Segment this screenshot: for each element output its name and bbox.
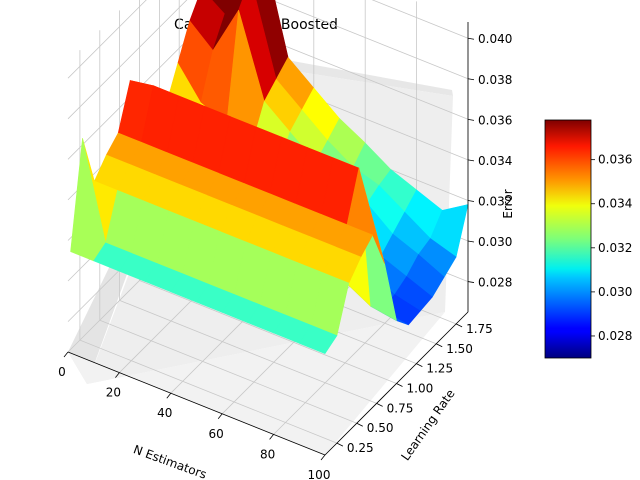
grid-line-z xyxy=(67,0,469,120)
surface xyxy=(70,0,469,354)
z-tick-label: 0.040 xyxy=(478,32,512,46)
colorbar-tick-label: 0.034 xyxy=(598,197,632,211)
surface-patch xyxy=(298,324,338,354)
z-axis-label: Error xyxy=(501,189,515,218)
colorbar xyxy=(544,119,592,359)
z-tick-label: 0.028 xyxy=(478,276,512,290)
x-tick-label: 0 xyxy=(58,365,66,379)
colorbar-tick-label: 0.028 xyxy=(598,329,632,343)
colorbar-tick-label: 0.036 xyxy=(598,153,632,167)
y-axis-label: Learning Rate xyxy=(398,387,457,463)
x-tick-label: 60 xyxy=(209,427,224,441)
z-tick xyxy=(467,240,475,243)
y-tick xyxy=(436,343,443,348)
x-tick xyxy=(115,372,120,378)
y-tick xyxy=(416,363,423,367)
x-axis-label: N Estimators xyxy=(131,442,208,480)
y-tick xyxy=(376,403,383,407)
y-tick-label: 0.25 xyxy=(347,441,374,455)
x-tick-label: 40 xyxy=(157,406,172,420)
z-tick-label: 0.030 xyxy=(478,235,512,249)
x-tick-label: 100 xyxy=(308,468,331,480)
y-tick xyxy=(356,422,363,427)
y-tick xyxy=(455,323,463,328)
x-tick-label: 20 xyxy=(106,386,121,400)
y-tick-label: 1.50 xyxy=(446,342,473,356)
grid-line-z xyxy=(67,0,469,79)
x-axis-line xyxy=(67,351,326,456)
y-tick xyxy=(336,442,344,447)
colorbar-tick-label: 0.032 xyxy=(598,241,632,255)
floor-pane xyxy=(68,312,445,455)
x-tick xyxy=(217,413,223,420)
axes: 0 20 40 60 80 100 0.25 0.50 0.75 1.00 1.25 1.50 1.75… xyxy=(58,22,512,480)
x-tick-label: 80 xyxy=(260,447,275,461)
x-tick xyxy=(269,434,274,440)
grid-line-y xyxy=(79,50,338,444)
z-tick-label: 0.034 xyxy=(478,154,512,168)
z-tick-label: 0.038 xyxy=(478,73,512,87)
z-tick xyxy=(467,200,475,202)
y-tick-label: 0.50 xyxy=(367,421,394,435)
z-tick xyxy=(467,78,475,81)
grid-line-y xyxy=(99,30,357,424)
x-tick xyxy=(166,392,172,399)
colorbar-tick-label: 0.030 xyxy=(598,285,632,299)
y-tick-label: 0.75 xyxy=(387,401,414,415)
z-tick xyxy=(467,37,475,40)
z-tick xyxy=(467,159,475,162)
y-tick-label: 1.75 xyxy=(466,322,493,336)
z-tick xyxy=(467,281,475,283)
x-tick xyxy=(63,351,69,358)
z-tick-label: 0.032 xyxy=(478,194,512,208)
colorbar-ticks: 0.028 0.030 0.032 0.034 0.036 xyxy=(591,153,632,343)
y-tick xyxy=(396,383,403,387)
y-tick-label: 1.00 xyxy=(407,382,434,396)
z-tick xyxy=(467,118,475,121)
x-tick xyxy=(320,454,326,461)
z-tick-label: 0.036 xyxy=(478,113,512,127)
y-tick-label: 1.25 xyxy=(426,362,453,376)
grid-line-y xyxy=(119,10,377,404)
